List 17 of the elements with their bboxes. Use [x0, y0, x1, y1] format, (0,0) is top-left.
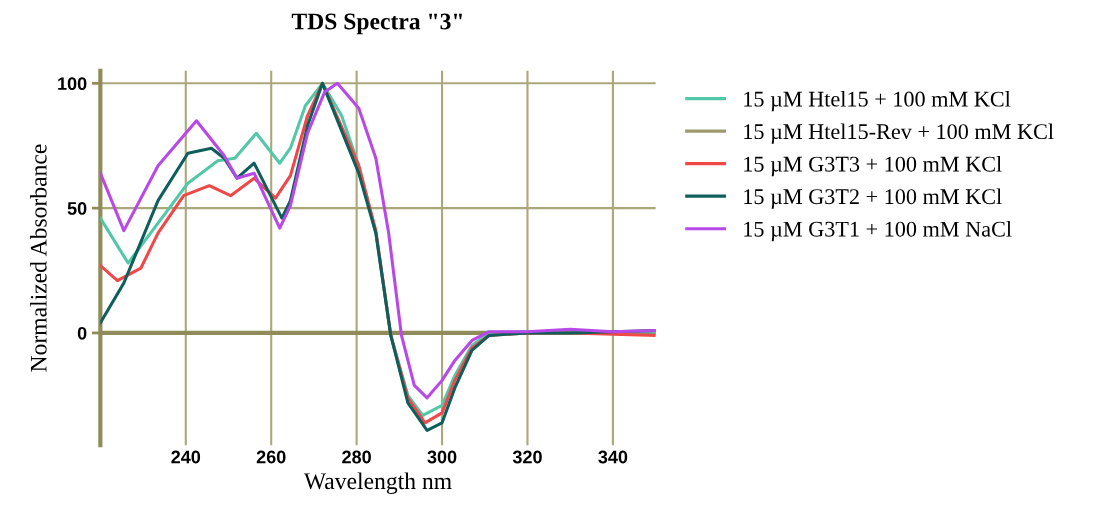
- x-tick-label: 300: [427, 450, 457, 464]
- y-axis-title: Normalized Absorbance: [30, 144, 47, 372]
- x-axis-title: Wavelength nm: [303, 472, 452, 495]
- x-tick-label: 320: [512, 450, 542, 464]
- x-tick-label: 340: [598, 450, 628, 464]
- y-tick-label: 0: [77, 326, 87, 340]
- x-tick-label: 240: [171, 450, 201, 464]
- legend-label: 15 µM G3T1 + 100 mM NaCl: [744, 221, 1012, 242]
- chart-title: TDS Spectra "3": [291, 13, 462, 35]
- y-tick-label: 50: [67, 202, 87, 215]
- legend-label: 15 µM Htel15 + 100 mM KCl: [744, 90, 1011, 112]
- legend-label: 15 µM G3T3 + 100 mM KCl: [744, 156, 1002, 177]
- legend-label: 15 µM Htel15-Rev + 100 mM KCl: [744, 123, 1054, 144]
- y-tick-label: 100: [58, 77, 87, 91]
- x-tick-label: 260: [256, 450, 286, 464]
- x-tick-label: 280: [342, 450, 371, 464]
- legend-label: 15 µM G3T2 + 100 mM KCl: [744, 188, 1002, 209]
